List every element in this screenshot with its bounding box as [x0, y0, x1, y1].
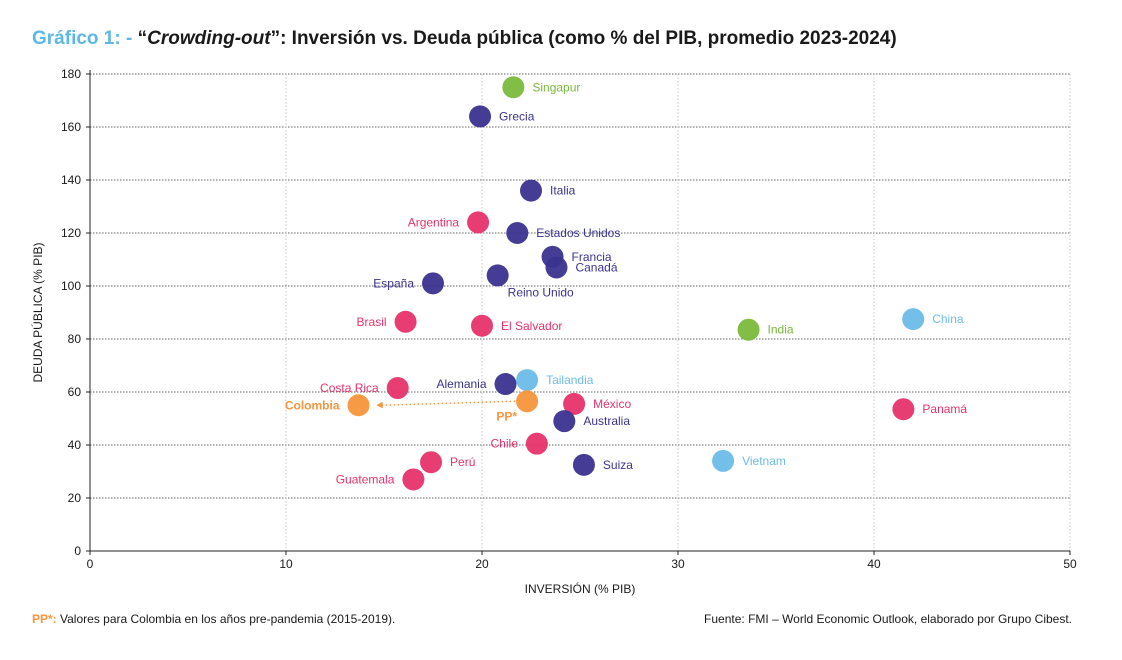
point-china [902, 308, 925, 331]
point-label-estados-unidos: Estados Unidos [536, 226, 620, 240]
point-india [737, 318, 760, 341]
x-tick-label: 0 [87, 557, 94, 571]
point-label-italia: Italia [550, 184, 576, 198]
x-axis-label: INVERSIÓN (% PIB) [525, 581, 636, 596]
y-tick-label: 160 [61, 120, 81, 134]
point-guatemala [402, 468, 425, 491]
point-label-espana: España [373, 276, 414, 290]
point-italia [520, 179, 542, 202]
point-espana [422, 272, 444, 295]
point-suiza [572, 453, 595, 476]
point-label-argentina: Argentina [408, 215, 460, 229]
point-label-india: India [768, 323, 794, 337]
point-panama [892, 398, 915, 421]
y-tick-label: 40 [68, 438, 82, 452]
footnote-pp-label: PP*: [32, 612, 57, 626]
point-label-francia: Francia [572, 250, 612, 264]
point-chile [525, 432, 548, 455]
point-tailandia [516, 369, 539, 392]
x-tick-label: 20 [475, 557, 489, 571]
title-prefix: Gráfico 1: - [32, 28, 133, 49]
point-label-vietnam: Vietnam [742, 454, 786, 468]
point-singapur [502, 76, 525, 99]
point-label-panama: Panamá [922, 402, 967, 416]
x-tick-label: 50 [1063, 557, 1077, 571]
title-quote-open: “ [137, 28, 148, 49]
point-label-canada: Canadá [575, 260, 617, 274]
point-label-colombia: Colombia [285, 398, 340, 412]
point-label-el-salvador: El Salvador [501, 319, 562, 333]
point-colombia [347, 394, 370, 417]
point-reino-unido [486, 264, 509, 287]
scatter-chart: 0 20 40 60 80 100 120 140 160 180 0 10 20 30 40 50 INVER… [30, 67, 1077, 596]
pp-arrow-line [382, 400, 516, 406]
point-estados-unidos [506, 222, 529, 244]
point-label-grecia: Grecia [499, 109, 535, 123]
point-label-singapur: Singapur [532, 80, 580, 94]
point-label-china: China [932, 312, 964, 326]
point-pp [516, 390, 539, 413]
y-tick-label: 180 [61, 67, 81, 81]
point-australia [553, 410, 576, 433]
y-tick-label: 60 [68, 385, 82, 399]
point-label-chile: Chile [491, 437, 519, 451]
source-note: Fuente: FMI – World Economic Outlook, el… [704, 612, 1072, 626]
y-tick-label: 80 [68, 332, 82, 346]
point-label-reino-unido: Reino Unido [508, 285, 574, 299]
point-label-tailandia: Tailandia [546, 373, 594, 387]
point-label-guatemala: Guatemala [336, 472, 395, 486]
footnote-text: Valores para Colombia en los años pre-pa… [56, 612, 396, 626]
title-rest: ”: Inversión vs. Deuda pública (como % d… [270, 28, 897, 49]
y-tick-label: 120 [61, 226, 81, 240]
point-peru [420, 451, 443, 474]
point-label-pp: PP* [496, 409, 517, 423]
point-label-peru: Perú [450, 455, 475, 469]
y-tick-label: 140 [61, 173, 81, 187]
point-canada [545, 256, 568, 279]
point-label-mexico: México [593, 397, 631, 411]
point-alemania [494, 373, 517, 396]
y-tick-label: 20 [68, 491, 82, 505]
point-el-salvador [471, 314, 493, 337]
pp-arrow-head [376, 401, 383, 409]
point-brasil [394, 310, 417, 333]
point-label-alemania: Alemania [436, 377, 486, 391]
point-argentina [467, 211, 490, 234]
y-axis-label: DEUDA PÚBLICA (% PIB) [30, 242, 45, 382]
point-label-costa-rica: Costa Rica [320, 381, 379, 395]
x-tick-label: 10 [279, 557, 293, 571]
chart-title: Gráfico 1: - “Crowding-out”: Inversión v… [32, 28, 897, 50]
footnote: PP*: Valores para Colombia en los años p… [32, 612, 395, 626]
x-tick-label: 30 [671, 557, 685, 571]
point-vietnam [712, 449, 735, 472]
title-italic: Crowding-out [147, 28, 271, 49]
x-tick-label: 40 [867, 557, 881, 571]
point-label-brasil: Brasil [357, 315, 387, 329]
point-costa-rica [386, 377, 409, 400]
y-tick-label: 0 [74, 544, 81, 558]
point-label-australia: Australia [583, 414, 630, 428]
y-tick-label: 100 [61, 279, 81, 293]
point-grecia [469, 105, 492, 128]
point-mexico [563, 392, 586, 415]
point-label-suiza: Suiza [603, 458, 633, 472]
